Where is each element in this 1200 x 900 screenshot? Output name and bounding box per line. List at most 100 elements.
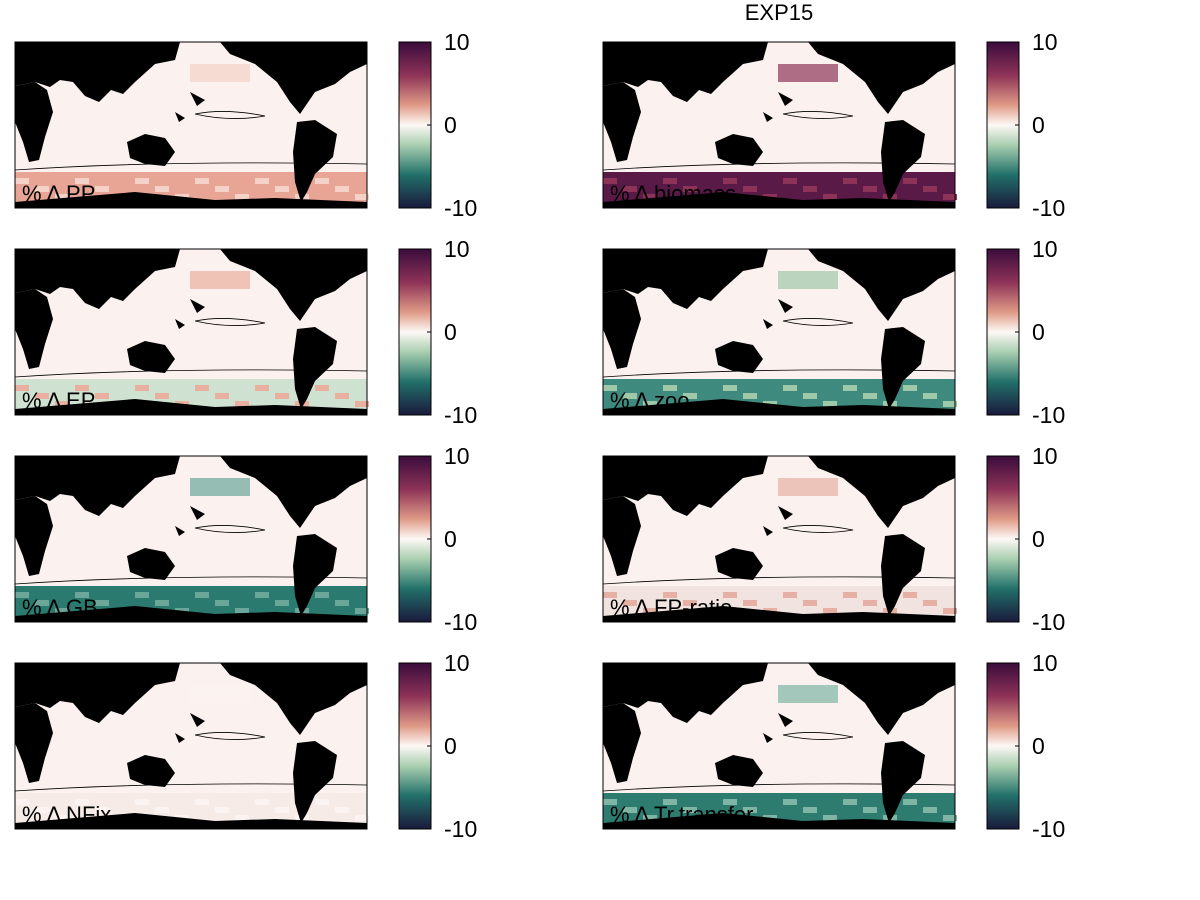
colorbar-tick-label: 0	[444, 733, 457, 759]
colorbar-tick-label: 0	[444, 526, 457, 552]
map-frame	[14, 41, 368, 209]
ocean-patch	[355, 194, 369, 200]
colorbar-tick-label: 10	[1032, 443, 1058, 469]
ocean-patch	[15, 178, 29, 184]
ocean-patch	[823, 194, 837, 200]
ocean-patch	[235, 194, 249, 200]
map-panel: % Δ GB	[14, 455, 369, 623]
ocean-patch	[603, 385, 617, 391]
ocean-patch	[155, 807, 169, 813]
ocean-patch	[55, 401, 69, 407]
ocean-patch	[15, 592, 29, 598]
ocean-patch	[623, 807, 637, 813]
ocean-patch	[95, 393, 109, 399]
ocean-patch	[135, 385, 149, 391]
ocean-patch	[215, 393, 229, 399]
map-frame	[14, 455, 368, 623]
ocean-patch	[943, 815, 957, 821]
contour	[14, 318, 368, 378]
ocean-patch	[335, 186, 349, 192]
ocean-patch	[195, 799, 209, 805]
colorbar	[398, 455, 432, 623]
colorbar-tick-label: -10	[1032, 609, 1065, 635]
panel-label: % Δ Tr.transfer	[610, 802, 753, 827]
ocean-patch	[335, 807, 349, 813]
ocean-patch	[803, 186, 817, 192]
ocean-patch	[623, 600, 637, 606]
ocean-patch	[255, 385, 269, 391]
map-panel: % Δ Tr.transfer	[602, 662, 957, 830]
colorbar	[398, 41, 432, 209]
ocean-patch	[783, 799, 797, 805]
ocean-patch	[235, 401, 249, 407]
map-panel: % Δ FP-ratio	[602, 455, 957, 623]
ocean-patch	[683, 807, 697, 813]
ocean-patch	[863, 807, 877, 813]
colorbar	[986, 455, 1020, 623]
ocean-patch	[75, 178, 89, 184]
colorbar-tick-label: 0	[1032, 319, 1045, 345]
colorbar-tick-label: 0	[1032, 733, 1045, 759]
colorbar	[398, 248, 432, 416]
ocean-patch	[723, 178, 737, 184]
ocean-patch	[215, 807, 229, 813]
ocean-patch	[723, 592, 737, 598]
ocean-patch	[903, 385, 917, 391]
ocean-patch	[315, 592, 329, 598]
contour	[14, 732, 368, 792]
ocean-patch	[783, 385, 797, 391]
ocean-patch	[683, 186, 697, 192]
ocean-patch	[215, 600, 229, 606]
colorbar-tick-label: 10	[444, 443, 470, 469]
ocean-patch	[35, 186, 49, 192]
colorbar-tick-label: 0	[444, 112, 457, 138]
ocean-patch	[603, 178, 617, 184]
ocean-patch	[743, 600, 757, 606]
ocean-patch	[155, 600, 169, 606]
figure-title: EXP15	[745, 0, 814, 25]
ocean-patch	[35, 393, 49, 399]
ocean-patch	[903, 592, 917, 598]
ocean-patch	[35, 600, 49, 606]
ocean-patch	[643, 194, 657, 200]
ocean-patch	[155, 186, 169, 192]
northern-patch	[778, 685, 838, 703]
colorbar-tick-label: -10	[444, 816, 477, 842]
colorbar	[398, 662, 432, 830]
ocean-patch	[863, 600, 877, 606]
ocean-patch	[783, 178, 797, 184]
colorbar-tick-label: 10	[1032, 236, 1058, 262]
ocean-patch	[15, 385, 29, 391]
ocean-patch	[255, 592, 269, 598]
ocean-patch	[603, 592, 617, 598]
map-frame	[602, 41, 956, 209]
map-panel: % Δ PP	[14, 41, 369, 209]
ocean-patch	[923, 393, 937, 399]
ocean-patch	[155, 393, 169, 399]
colorbar-tick-label: 10	[444, 236, 470, 262]
colorbar-tick-label: -10	[444, 195, 477, 221]
northern-patch	[190, 685, 250, 703]
ocean-patch	[355, 815, 369, 821]
ocean-patch	[75, 592, 89, 598]
ocean-patch	[663, 799, 677, 805]
ocean-patch	[335, 600, 349, 606]
ocean-patch	[95, 600, 109, 606]
contour	[14, 111, 368, 171]
ocean-patch	[923, 186, 937, 192]
map-frame	[602, 455, 956, 623]
ocean-patch	[55, 815, 69, 821]
map-panel: % Δ NFix	[14, 662, 369, 830]
colorbar-tick-label: 10	[1032, 29, 1058, 55]
ocean-patch	[275, 393, 289, 399]
map-frame	[14, 662, 368, 830]
ocean-patch	[643, 401, 657, 407]
ocean-patch	[823, 401, 837, 407]
ocean-patch	[623, 186, 637, 192]
ocean-patch	[843, 385, 857, 391]
northern-patch	[778, 64, 838, 82]
ocean-patch	[943, 401, 957, 407]
ocean-patch	[643, 815, 657, 821]
ocean-patch	[863, 186, 877, 192]
panel-label: % Δ EP	[22, 388, 95, 413]
